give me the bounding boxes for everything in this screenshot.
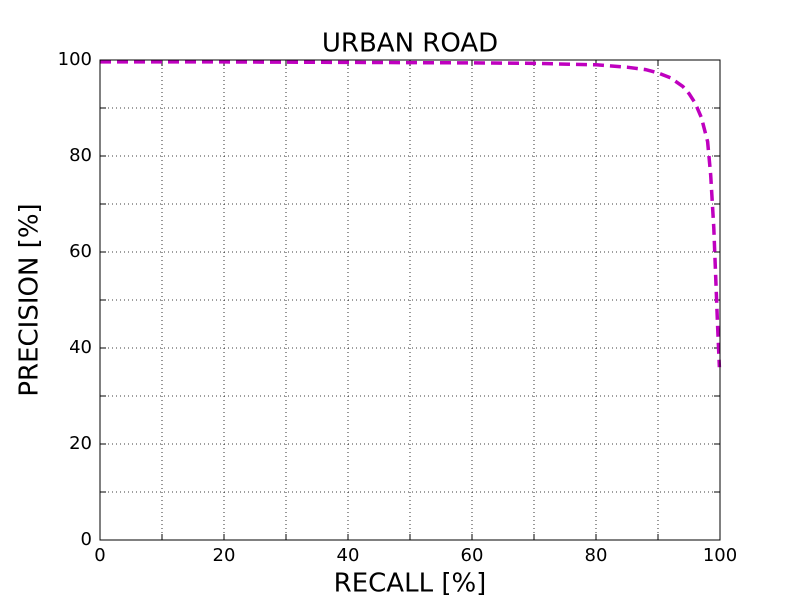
x-tick-label: 100 <box>703 545 737 566</box>
x-tick-label: 0 <box>94 545 105 566</box>
y-tick-label: 40 <box>69 337 92 358</box>
plot-frame <box>99 59 721 541</box>
x-tick-label: 80 <box>585 545 608 566</box>
y-tick-label: 80 <box>69 145 92 166</box>
curve <box>100 60 722 368</box>
x-axis-label: RECALL [%] <box>334 569 487 599</box>
y-tick-label: 20 <box>69 433 92 454</box>
y-tick-label: 60 <box>69 241 92 262</box>
x-tick-label: 40 <box>337 545 360 566</box>
chart-title: URBAN ROAD <box>322 29 498 59</box>
y-tick-label: 0 <box>81 529 92 550</box>
y-tick-label: 100 <box>58 49 92 70</box>
x-tick-label: 60 <box>461 545 484 566</box>
x-tick-label: 20 <box>213 545 236 566</box>
y-axis-label: PRECISION [%] <box>15 203 45 396</box>
